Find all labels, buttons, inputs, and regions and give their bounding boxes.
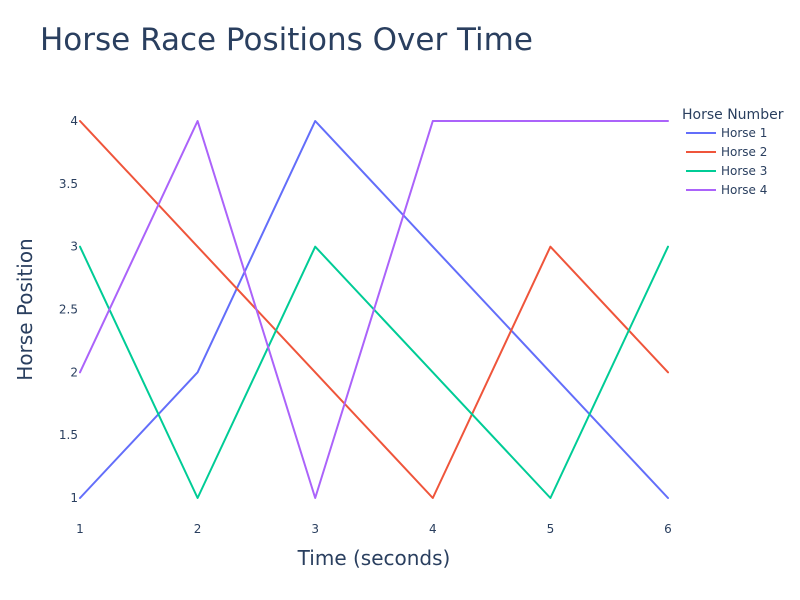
legend-title: Horse Number (682, 107, 784, 123)
x-tick-label: 5 (547, 522, 555, 536)
legend-label: Horse 4 (721, 183, 767, 197)
chart-title: Horse Race Positions Over Time (40, 22, 533, 58)
legend-label: Horse 3 (721, 164, 767, 178)
series-line-2 (79, 120, 669, 499)
legend-item-4[interactable]: Horse 4 (686, 183, 767, 197)
legend-item-2[interactable]: Horse 2 (686, 145, 767, 159)
y-tick-label: 3 (70, 240, 78, 254)
x-axis-ticks: 1 2 3 4 5 6 (76, 522, 672, 536)
y-tick-label: 4 (70, 114, 78, 128)
series-line-4 (79, 120, 669, 499)
x-tick-label: 6 (664, 522, 672, 536)
x-tick-label: 4 (429, 522, 437, 536)
x-tick-label: 2 (194, 522, 202, 536)
x-axis-title: Time (seconds) (297, 546, 451, 570)
y-tick-label: 1.5 (59, 428, 78, 442)
legend-label: Horse 2 (721, 145, 767, 159)
y-axis-title: Horse Position (13, 238, 37, 380)
y-tick-label: 2 (70, 365, 78, 379)
legend-item-3[interactable]: Horse 3 (686, 164, 767, 178)
x-tick-label: 3 (311, 522, 319, 536)
x-tick-label: 1 (76, 522, 84, 536)
y-tick-label: 1 (70, 491, 78, 505)
y-tick-label: 2.5 (59, 303, 78, 317)
legend-items: Horse 1 Horse 2 Horse 3 Horse 4 (686, 126, 767, 197)
y-tick-label: 3.5 (59, 177, 78, 191)
series-line-3 (79, 245, 669, 499)
legend-label: Horse 1 (721, 126, 767, 140)
series-line-1 (79, 120, 669, 499)
y-axis-ticks: 1 1.5 2 2.5 3 3.5 4 (59, 114, 78, 505)
legend-item-1[interactable]: Horse 1 (686, 126, 767, 140)
series-lines (79, 120, 669, 499)
